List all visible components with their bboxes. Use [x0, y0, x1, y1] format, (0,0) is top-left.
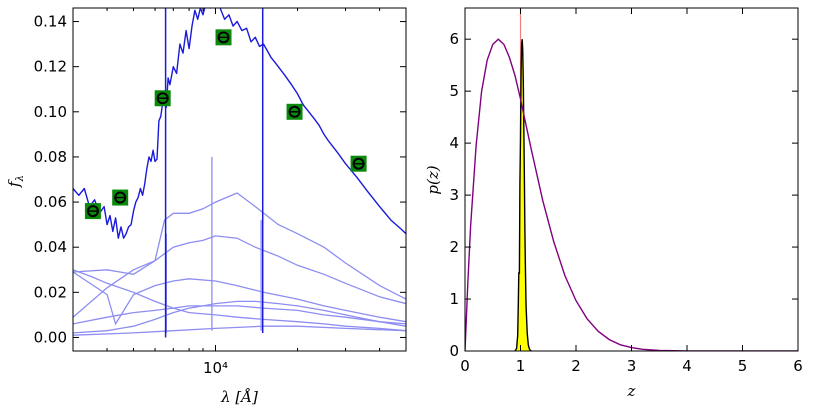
pz-prior-line — [465, 38, 798, 351]
pz-y-tick-label: 6 — [449, 30, 459, 48]
sed-model — [73, 8, 406, 338]
sed-template-line-7 — [73, 325, 406, 336]
pz-y-tick-label: 5 — [449, 82, 459, 100]
sed-x-axis-label: λ [Å] — [220, 388, 258, 406]
sed-y-tick-label: 0.06 — [34, 193, 67, 211]
sed-y-tick-label: 0.08 — [34, 148, 67, 166]
sed-template-line-3 — [73, 269, 406, 332]
pz-x-tick-label: 4 — [682, 357, 692, 375]
sed-template-line-6 — [73, 305, 406, 325]
pz-x-tick-label: 2 — [571, 357, 581, 375]
sed-y-tick-label: 0.04 — [34, 238, 67, 256]
pz-y-tick-label: 1 — [449, 290, 459, 308]
pz-posterior — [514, 39, 532, 351]
sed-y-tick-label: 0.12 — [34, 58, 67, 76]
pz-y-axis-label: p(z) — [424, 165, 442, 194]
pz-x-tick-label: 5 — [738, 357, 748, 375]
pz-x-tick-label: 1 — [516, 357, 526, 375]
pz-prior — [465, 38, 798, 351]
sed-y-tick-label: 0.10 — [34, 103, 67, 121]
pz-plot-area — [465, 8, 798, 351]
sed-y-tick-label: 0.14 — [34, 13, 67, 31]
pz-x-ticks: 0 1 2 3 4 5 6 — [460, 8, 803, 375]
sed-x-tick-label: 10⁴ — [203, 359, 228, 377]
sed-y-ticks: 0.00 0.02 0.04 0.06 0.08 0.10 0.12 0.14 — [34, 13, 406, 346]
sed-model-line — [73, 8, 406, 239]
sed-template-line-2 — [73, 235, 406, 305]
sed-photometry — [84, 29, 367, 220]
pz-plot-frame — [464, 7, 799, 352]
pz-x-tick-label: 0 — [460, 357, 470, 375]
svg-text:fλ: fλ — [5, 175, 26, 188]
sed-y-tick-label: 0.00 — [34, 328, 67, 346]
sed-plot-frame — [72, 7, 407, 352]
pz-x-axis-label: z — [627, 382, 636, 400]
pz-y-tick-label: 3 — [449, 186, 459, 204]
pz-y-tick-label: 0 — [449, 342, 459, 360]
sed-plot-area — [73, 8, 406, 351]
pz-x-tick-label: 6 — [793, 357, 803, 375]
pz-chart: 0 1 2 3 4 5 6 0 1 2 3 4 5 6 z p(z) — [424, 7, 803, 400]
pz-x-tick-label: 3 — [627, 357, 637, 375]
sed-y-axis-label: fλ — [5, 175, 26, 188]
sed-templates — [73, 156, 406, 336]
sed-template-line-5 — [73, 300, 406, 334]
pz-y-tick-label: 4 — [449, 134, 459, 152]
sed-y-tick-label: 0.02 — [34, 283, 67, 301]
pz-posterior-line — [514, 39, 532, 351]
pz-y-tick-label: 2 — [449, 238, 459, 256]
sed-template-line-1 — [73, 192, 406, 318]
sed-chart: 0.00 0.02 0.04 0.06 0.08 0.10 0.12 0.14 10⁴ λ [… — [5, 7, 407, 406]
